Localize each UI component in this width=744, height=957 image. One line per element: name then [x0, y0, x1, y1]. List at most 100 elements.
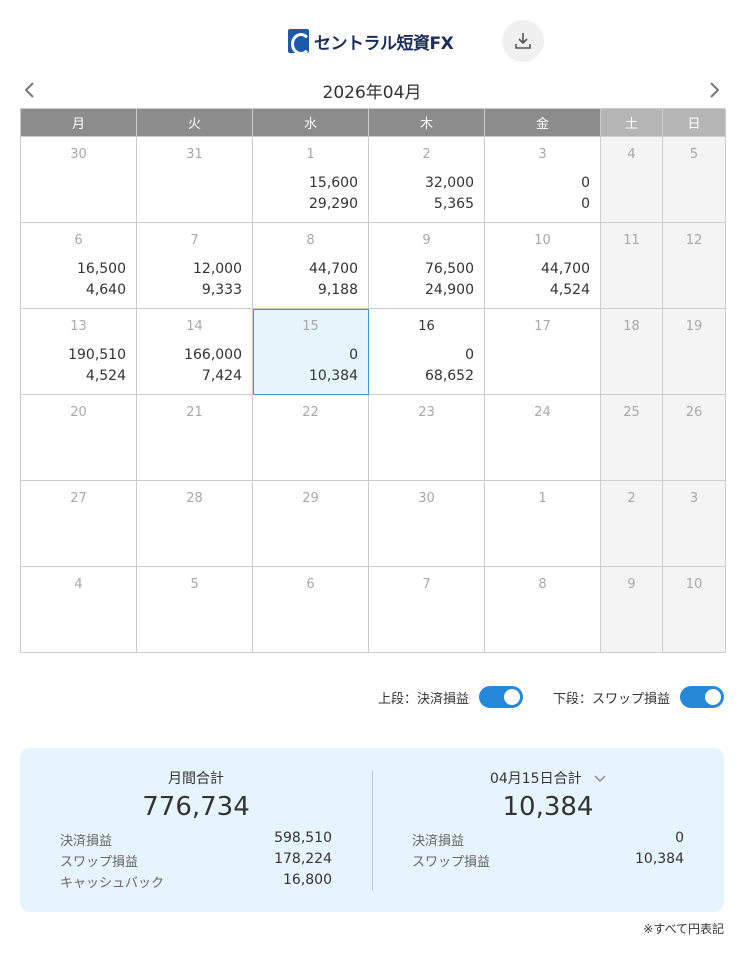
download-button[interactable]: [502, 20, 544, 62]
row-label: キャッシュバック: [60, 876, 165, 891]
calendar-day-cell[interactable]: 22: [252, 394, 369, 481]
calendar-day-cell[interactable]: 15 0 10,384: [252, 308, 369, 395]
monthly-settlement-row: 決済損益 598,510: [60, 830, 332, 851]
calendar-day-cell[interactable]: 9: [600, 566, 663, 653]
calendar-day-cell[interactable]: 30: [20, 136, 137, 223]
calendar-day-cell[interactable]: 12: [662, 222, 726, 309]
row-value: 0: [675, 830, 684, 846]
swap-pl-value: 9,333: [201, 282, 242, 298]
day-number: 29: [302, 491, 319, 506]
calendar-day-cell[interactable]: 7: [368, 566, 485, 653]
calendar-day-cell[interactable]: 4: [20, 566, 137, 653]
day-number: 31: [186, 147, 203, 162]
day-number: 14: [186, 319, 203, 334]
calendar-day-cell[interactable]: 19: [662, 308, 726, 395]
next-month-button[interactable]: [706, 79, 724, 101]
day-number: 9: [627, 577, 636, 592]
calendar-day-cell[interactable]: 3: [662, 480, 726, 567]
calendar-day-cell[interactable]: 30: [368, 480, 485, 567]
day-number: 5: [689, 147, 699, 162]
download-icon: [515, 33, 531, 49]
calendar-day-cell[interactable]: 28: [136, 480, 253, 567]
day-number: 16: [418, 319, 435, 334]
calendar-day-cell[interactable]: 2: [600, 480, 663, 567]
calendar-day-cell[interactable]: 25: [600, 394, 663, 481]
calendar-day-cell[interactable]: 11: [600, 222, 663, 309]
weekday-fri: 金: [484, 108, 601, 137]
day-number: 10: [534, 233, 551, 248]
row-label: スワップ損益: [60, 855, 139, 870]
calendar-day-cell[interactable]: 18: [600, 308, 663, 395]
calendar-week-row: 6 16,500 4,640 7 12,000 9,333 8 44,700 9,188 9 76,…: [20, 222, 726, 309]
daily-settlement-row: 決済損益 0: [412, 830, 684, 851]
row-value: 10,384: [635, 851, 684, 867]
calendar-day-cell[interactable]: 7 12,000 9,333: [136, 222, 253, 309]
calendar-day-cell[interactable]: 31: [136, 136, 253, 223]
calendar-day-cell[interactable]: 6 16,500 4,640: [20, 222, 137, 309]
calendar-week-row: 30 31 1 15,600 29,290 2 32,000 5,365 3 0 0 4 5: [20, 136, 726, 223]
daily-summary-selector[interactable]: 04月15日合計: [372, 768, 724, 788]
settlement-pl-value: 12,000: [193, 261, 242, 277]
calendar-day-cell[interactable]: 23: [368, 394, 485, 481]
day-number: 7: [190, 233, 199, 248]
daily-total: 10,384: [502, 792, 594, 822]
weekday-sun: 日: [662, 108, 726, 137]
calendar-day-cell[interactable]: 5: [136, 566, 253, 653]
calendar-day-cell[interactable]: 8: [484, 566, 601, 653]
weekday-header-row: 月 火 水 木 金 土 日: [20, 108, 726, 137]
calendar-day-cell[interactable]: 16 0 68,652: [368, 308, 485, 395]
day-number: 5: [190, 577, 199, 592]
weekday-mon: 月: [20, 108, 137, 137]
calendar-day-cell[interactable]: 10 44,700 4,524: [484, 222, 601, 309]
upper-row-toggle[interactable]: [478, 686, 523, 708]
calendar-day-cell[interactable]: 17: [484, 308, 601, 395]
calendar-day-cell[interactable]: 6: [252, 566, 369, 653]
day-number: 2: [422, 147, 431, 162]
calendar-day-cell[interactable]: 14 166,000 7,424: [136, 308, 253, 395]
swap-pl-value: 10,384: [309, 368, 358, 384]
calendar-day-cell[interactable]: 5: [662, 136, 726, 223]
day-number: 12: [685, 233, 703, 248]
calendar-day-cell[interactable]: 13 190,510 4,524: [20, 308, 137, 395]
day-number: 26: [685, 405, 703, 420]
weekday-sat: 土: [600, 108, 663, 137]
settlement-pl-value: 166,000: [184, 347, 242, 363]
day-number: 8: [538, 577, 547, 592]
calendar-day-cell[interactable]: 9 76,500 24,900: [368, 222, 485, 309]
calendar-day-cell[interactable]: 10: [662, 566, 726, 653]
month-navigation: 2026年04月: [20, 76, 724, 104]
calendar-day-cell[interactable]: 24: [484, 394, 601, 481]
display-toggles: 上段：決済損益 下段：スワップ損益: [378, 686, 724, 708]
daily-summary-title: 04月15日合計: [489, 771, 582, 787]
calendar-day-cell[interactable]: 1: [484, 480, 601, 567]
swap-pl-value: 9,188: [317, 282, 358, 298]
row-label: 決済損益: [412, 834, 465, 849]
lower-row-toggle[interactable]: [680, 686, 724, 708]
calendar-day-cell[interactable]: 20: [20, 394, 137, 481]
calendar-day-cell[interactable]: 26: [662, 394, 726, 481]
calendar-day-cell[interactable]: 8 44,700 9,188: [252, 222, 369, 309]
day-number: 28: [186, 491, 203, 506]
day-number: 20: [70, 405, 87, 420]
day-number: 7: [422, 577, 431, 592]
day-number: 24: [534, 405, 551, 420]
calendar-day-cell[interactable]: 2 32,000 5,365: [368, 136, 485, 223]
calendar-week-row: 27 28 29 30 1 2 3: [20, 480, 726, 567]
settlement-pl-value: 190,510: [68, 347, 126, 363]
calendar-day-cell[interactable]: 29: [252, 480, 369, 567]
day-number: 6: [306, 577, 315, 592]
upper-row-toggle-label: 上段：決済損益: [377, 691, 469, 707]
day-number: 18: [623, 319, 640, 334]
calendar-day-cell[interactable]: 27: [20, 480, 137, 567]
calendar-day-cell[interactable]: 4: [600, 136, 663, 223]
row-value: 598,510: [274, 830, 332, 846]
calendar-day-cell[interactable]: 1 15,600 29,290: [252, 136, 369, 223]
weekday-thu: 木: [368, 108, 485, 137]
calendar-day-cell[interactable]: 21: [136, 394, 253, 481]
swap-pl-value: 4,640: [85, 282, 126, 298]
day-number: 19: [685, 319, 703, 334]
swap-pl-value: 29,290: [309, 196, 358, 212]
calendar-week-row: 20 21 22 23 24 25 26: [20, 394, 726, 481]
prev-month-button[interactable]: [20, 79, 38, 101]
calendar-day-cell[interactable]: 3 0 0: [484, 136, 601, 223]
